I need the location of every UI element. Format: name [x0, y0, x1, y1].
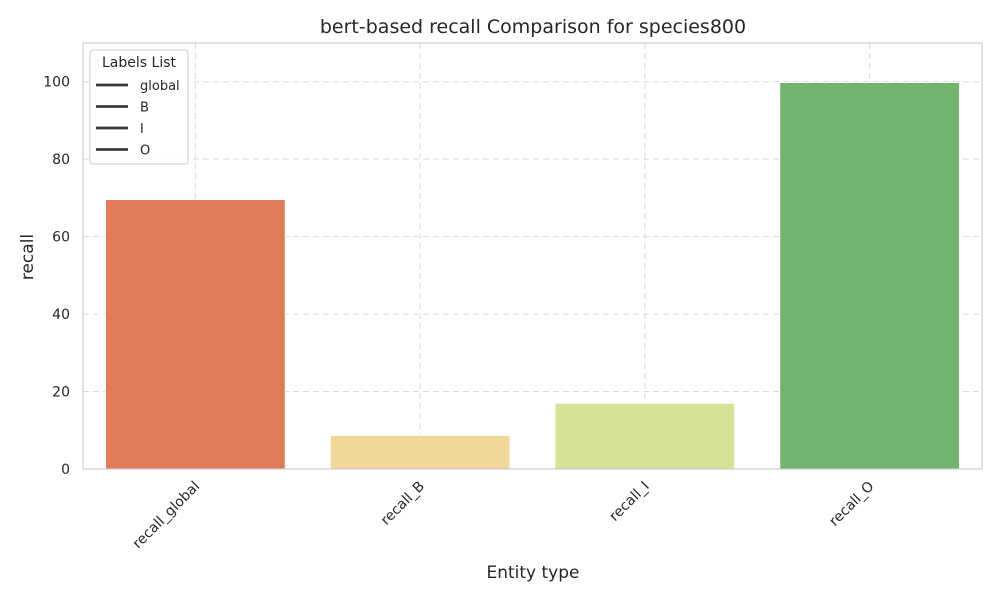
x-axis-label: Entity type	[486, 563, 579, 583]
bar-recall_B	[329, 434, 511, 470]
x-tick-label: recall_O	[826, 479, 877, 530]
bar-recall_I	[554, 402, 736, 470]
legend-entry: I	[140, 122, 144, 137]
x-tick-label: recall_B	[378, 479, 428, 529]
y-tick-label: 60	[52, 230, 70, 246]
legend-entry: global	[140, 79, 180, 94]
y-tick-label: 40	[52, 307, 70, 323]
legend-entry: O	[140, 144, 150, 159]
x-tick-label: recall_I	[607, 479, 653, 525]
chart-title: bert-based recall Comparison for species…	[320, 16, 746, 38]
y-tick-label: 80	[52, 152, 70, 168]
legend-box	[89, 49, 189, 165]
plot-frame	[82, 42, 983, 470]
y-tick-label: 100	[43, 75, 70, 91]
y-tick-label: 20	[52, 385, 70, 401]
bar-recall_O	[779, 82, 961, 470]
legend-title: Labels List	[102, 55, 176, 71]
bar-recall_global	[104, 198, 286, 470]
y-tick-label: 0	[61, 462, 70, 478]
y-axis-label: recall	[18, 234, 38, 280]
legend-entry: B	[140, 101, 149, 116]
x-tick-label: recall_global	[130, 479, 203, 552]
legend: Labels List global BIO	[89, 49, 189, 165]
x-tick-labels: recall_global recall_B recall_I recall_O	[130, 479, 878, 552]
bars	[104, 82, 961, 470]
y-tick-labels: 0 20 40 60 80 100	[43, 75, 70, 478]
